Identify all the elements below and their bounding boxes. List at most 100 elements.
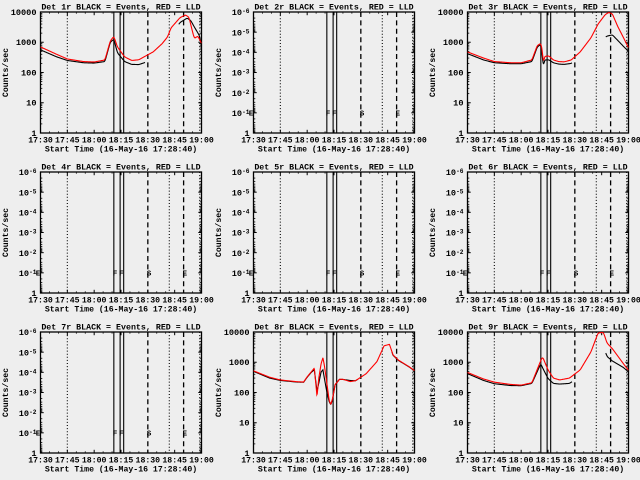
svg-text:10-6: 10-6 bbox=[445, 168, 463, 178]
svg-text:10000: 10000 bbox=[437, 8, 463, 18]
svg-text:10: 10 bbox=[26, 99, 36, 109]
svg-text:10-4: 10-4 bbox=[232, 48, 250, 58]
svg-text:Start Time (16-May-16 17:28:40: Start Time (16-May-16 17:28:40) bbox=[472, 145, 624, 155]
svg-text:10-2: 10-2 bbox=[445, 249, 463, 259]
svg-text:F: F bbox=[113, 270, 118, 278]
svg-text:17:30: 17:30 bbox=[242, 457, 267, 466]
svg-text:18:45: 18:45 bbox=[376, 137, 401, 146]
svg-text:10-4: 10-4 bbox=[19, 368, 37, 378]
svg-text:S: S bbox=[147, 270, 152, 278]
svg-text:17:45: 17:45 bbox=[268, 137, 293, 146]
svg-text:18:30: 18:30 bbox=[562, 297, 587, 306]
svg-text:Counts/sec: Counts/sec bbox=[1, 48, 11, 97]
svg-text:E: E bbox=[396, 270, 401, 278]
svg-text:17:45: 17:45 bbox=[268, 457, 293, 466]
svg-text:Det 3r BLACK = Events, RED = L: Det 3r BLACK = Events, RED = LLD bbox=[468, 4, 627, 13]
svg-text:1000: 1000 bbox=[229, 358, 250, 368]
svg-text:10-3: 10-3 bbox=[232, 229, 250, 239]
svg-text:E: E bbox=[249, 270, 254, 278]
svg-text:F: F bbox=[539, 270, 544, 278]
svg-text:10-2: 10-2 bbox=[232, 89, 250, 99]
svg-text:Det 7r BLACK = Events, RED = L: Det 7r BLACK = Events, RED = LLD bbox=[41, 324, 200, 333]
svg-text:10-2: 10-2 bbox=[19, 249, 37, 259]
svg-text:17:45: 17:45 bbox=[268, 297, 293, 306]
svg-text:S: S bbox=[573, 270, 578, 278]
svg-text:S: S bbox=[147, 430, 152, 438]
svg-text:Start Time (16-May-16 17:28:40: Start Time (16-May-16 17:28:40) bbox=[258, 305, 410, 315]
svg-text:17:30: 17:30 bbox=[455, 457, 480, 466]
svg-text:Start Time (16-May-16 17:28:40: Start Time (16-May-16 17:28:40) bbox=[45, 465, 197, 475]
svg-text:10-1: 10-1 bbox=[19, 269, 37, 279]
svg-text:18:15: 18:15 bbox=[535, 457, 560, 466]
svg-text:18:30: 18:30 bbox=[136, 137, 161, 146]
svg-text:18:15: 18:15 bbox=[109, 137, 134, 146]
svg-text:Counts/sec: Counts/sec bbox=[428, 368, 438, 417]
svg-text:17:45: 17:45 bbox=[55, 297, 80, 306]
svg-text:19:00: 19:00 bbox=[616, 137, 640, 146]
svg-text:10-4: 10-4 bbox=[232, 208, 250, 218]
svg-text:18:45: 18:45 bbox=[589, 297, 614, 306]
svg-text:17:45: 17:45 bbox=[55, 137, 80, 146]
svg-text:10-4: 10-4 bbox=[445, 208, 463, 218]
svg-text:18:00: 18:00 bbox=[82, 297, 107, 306]
svg-text:18:15: 18:15 bbox=[322, 457, 347, 466]
svg-text:18:00: 18:00 bbox=[295, 137, 320, 146]
svg-text:10: 10 bbox=[240, 419, 250, 429]
svg-text:10-5: 10-5 bbox=[445, 188, 463, 198]
svg-text:S: S bbox=[360, 270, 365, 278]
svg-text:10-3: 10-3 bbox=[19, 389, 37, 399]
svg-text:10-6: 10-6 bbox=[19, 328, 37, 338]
svg-text:E: E bbox=[249, 110, 254, 118]
svg-text:F: F bbox=[119, 430, 124, 438]
svg-text:18:00: 18:00 bbox=[82, 457, 107, 466]
svg-text:10-5: 10-5 bbox=[19, 188, 37, 198]
svg-text:Det 1r BLACK = Events, RED = L: Det 1r BLACK = Events, RED = LLD bbox=[41, 4, 200, 13]
svg-text:19:00: 19:00 bbox=[189, 297, 214, 306]
svg-text:Counts/sec: Counts/sec bbox=[1, 368, 11, 417]
svg-text:10-3: 10-3 bbox=[19, 229, 37, 239]
svg-text:18:30: 18:30 bbox=[562, 457, 587, 466]
svg-text:17:30: 17:30 bbox=[242, 297, 267, 306]
svg-text:Start Time (16-May-16 17:28:40: Start Time (16-May-16 17:28:40) bbox=[258, 465, 410, 475]
svg-text:F: F bbox=[326, 270, 331, 278]
svg-text:10-5: 10-5 bbox=[19, 348, 37, 358]
svg-text:10000: 10000 bbox=[11, 8, 37, 18]
svg-text:Det 9r BLACK = Events, RED = L: Det 9r BLACK = Events, RED = LLD bbox=[468, 324, 627, 333]
svg-text:18:00: 18:00 bbox=[82, 137, 107, 146]
svg-text:F: F bbox=[332, 110, 337, 118]
svg-text:Counts/sec: Counts/sec bbox=[1, 208, 11, 257]
svg-text:17:45: 17:45 bbox=[55, 457, 80, 466]
svg-text:17:45: 17:45 bbox=[482, 457, 507, 466]
svg-text:10000: 10000 bbox=[437, 328, 463, 338]
svg-text:E: E bbox=[462, 270, 467, 278]
svg-text:17:45: 17:45 bbox=[482, 297, 507, 306]
svg-text:18:15: 18:15 bbox=[109, 457, 134, 466]
svg-text:18:45: 18:45 bbox=[376, 457, 401, 466]
svg-text:F: F bbox=[113, 430, 118, 438]
svg-text:1000: 1000 bbox=[16, 38, 37, 48]
svg-text:18:15: 18:15 bbox=[535, 137, 560, 146]
svg-text:Start Time (16-May-16 17:28:40: Start Time (16-May-16 17:28:40) bbox=[472, 305, 624, 315]
svg-text:10-2: 10-2 bbox=[232, 249, 250, 259]
svg-text:10-1: 10-1 bbox=[232, 269, 250, 279]
svg-text:18:00: 18:00 bbox=[509, 457, 534, 466]
svg-text:10-3: 10-3 bbox=[445, 229, 463, 239]
svg-text:10-4: 10-4 bbox=[19, 208, 37, 218]
svg-text:18:00: 18:00 bbox=[295, 457, 320, 466]
svg-text:E: E bbox=[36, 430, 41, 438]
svg-text:19:00: 19:00 bbox=[616, 297, 640, 306]
svg-text:19:00: 19:00 bbox=[403, 297, 428, 306]
svg-text:18:45: 18:45 bbox=[162, 137, 187, 146]
svg-text:100: 100 bbox=[234, 388, 249, 398]
svg-text:Det 5r BLACK = Events, RED = L: Det 5r BLACK = Events, RED = LLD bbox=[255, 164, 414, 173]
svg-text:10-5: 10-5 bbox=[232, 28, 250, 38]
svg-text:F: F bbox=[546, 270, 551, 278]
svg-text:10-6: 10-6 bbox=[232, 8, 250, 18]
svg-text:17:45: 17:45 bbox=[482, 137, 507, 146]
svg-text:18:00: 18:00 bbox=[295, 297, 320, 306]
svg-text:18:45: 18:45 bbox=[162, 297, 187, 306]
svg-text:Start Time (16-May-16 17:28:40: Start Time (16-May-16 17:28:40) bbox=[472, 465, 624, 475]
svg-text:18:45: 18:45 bbox=[162, 457, 187, 466]
svg-text:F: F bbox=[332, 270, 337, 278]
svg-text:Counts/sec: Counts/sec bbox=[214, 48, 224, 97]
